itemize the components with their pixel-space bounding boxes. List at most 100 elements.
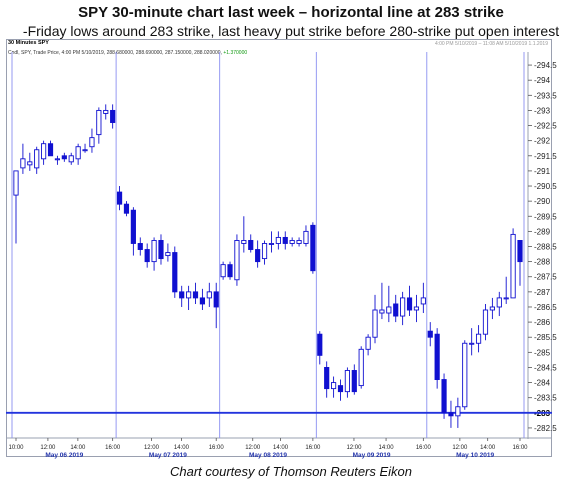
candle-down xyxy=(448,412,454,417)
candle-up xyxy=(489,306,495,311)
chart-subtitle: -Friday lows around 283 strike, last hea… xyxy=(22,23,560,39)
candle-down xyxy=(199,297,206,305)
y-tick-label: -286.5 xyxy=(534,303,557,312)
y-tick-label: -284 xyxy=(534,379,551,388)
y-tick-label: -283.5 xyxy=(534,394,557,403)
candle-up xyxy=(206,291,212,299)
price-legend: Cndl, SPY, Trade Price, 4:00 PM 5/10/201… xyxy=(8,50,247,56)
candle-down xyxy=(393,303,399,317)
candle-up xyxy=(475,333,482,344)
candle-up xyxy=(469,342,475,345)
timestamp-label: 4:00 PM 5/10/2019 – 11:08 AM 5/10/2019 1… xyxy=(434,41,548,47)
candle-down xyxy=(110,109,116,123)
candle-up xyxy=(296,240,302,244)
x-tick-label: 12:00 xyxy=(144,445,160,451)
candle-up xyxy=(89,137,95,148)
candle-down xyxy=(144,249,150,263)
candle-up xyxy=(462,342,468,408)
y-tick-label: -288.5 xyxy=(534,243,557,252)
y-tick-label: -288 xyxy=(534,258,551,267)
candle-down xyxy=(406,297,413,311)
date-label: May 06 2019 xyxy=(45,452,83,459)
y-tick-label: -290 xyxy=(534,197,551,206)
x-tick-label: 16:00 xyxy=(105,445,121,451)
candle-up xyxy=(413,306,420,311)
candle-down xyxy=(116,191,123,205)
candle-down xyxy=(517,240,523,263)
candle-up xyxy=(103,109,109,114)
candle-down xyxy=(351,370,357,393)
candle-up xyxy=(165,252,171,257)
candle-up xyxy=(372,309,378,338)
candle-down xyxy=(61,155,67,160)
candle-down xyxy=(441,379,447,414)
candle-up xyxy=(330,382,337,390)
chart-frame xyxy=(6,39,552,457)
chart-title: SPY 30-minute chart last week – horizont… xyxy=(78,4,504,21)
candle-down xyxy=(227,264,233,278)
candle-up xyxy=(96,109,102,136)
y-tick-label: -282.5 xyxy=(534,424,557,433)
x-tick-label: 14:00 xyxy=(379,445,395,451)
candle-down xyxy=(337,385,344,393)
y-tick-label: -290.5 xyxy=(534,182,557,191)
y-tick-label: -293 xyxy=(534,106,551,115)
candle-down xyxy=(434,333,440,380)
x-tick-label: 14:00 xyxy=(174,445,190,451)
candle-up xyxy=(358,348,364,387)
candle-down xyxy=(427,330,433,338)
candle-up xyxy=(455,406,461,417)
y-tick-label: -293.5 xyxy=(534,91,557,100)
y-tick-label: -292.5 xyxy=(534,122,557,131)
candle-up xyxy=(13,170,19,196)
y-tick-label: -294 xyxy=(534,76,551,85)
y-tick-label: -287 xyxy=(534,288,551,297)
candle-down xyxy=(179,291,185,299)
x-tick-label: 12:00 xyxy=(40,445,56,451)
candle-down xyxy=(324,367,330,390)
candle-up xyxy=(82,149,88,152)
date-label: May 10 2019 xyxy=(456,452,494,459)
price-legend-text: Cndl, SPY, Trade Price, 4:00 PM 5/10/201… xyxy=(8,50,222,56)
candle-down xyxy=(137,243,143,250)
candle-up xyxy=(151,240,157,263)
x-tick-label: 14:00 xyxy=(70,445,86,451)
y-tick-label: -294.5 xyxy=(534,61,557,70)
candle-down xyxy=(310,224,316,272)
x-tick-label: 16:00 xyxy=(209,445,225,451)
date-label: May 09 2019 xyxy=(353,452,391,459)
candle-up xyxy=(220,264,226,278)
candle-down xyxy=(248,240,254,250)
x-tick-label: 16:00 xyxy=(512,445,528,451)
x-tick-label: 14:00 xyxy=(480,445,496,451)
x-tick-label: 10:00 xyxy=(8,445,24,451)
candle-down xyxy=(158,240,164,260)
y-tick-label: -291 xyxy=(534,167,551,176)
y-tick-label: -289 xyxy=(534,227,551,236)
date-label: May 08 2019 xyxy=(249,452,287,459)
candle-up xyxy=(186,291,192,299)
candle-down xyxy=(192,291,199,299)
candle-down xyxy=(130,209,136,244)
interval-label: 30 Minutes SPY xyxy=(8,40,49,46)
candle-down xyxy=(172,252,178,293)
candle-up xyxy=(400,297,406,317)
candle-up xyxy=(510,233,516,299)
chart-caption: Chart courtesy of Thomson Reuters Eikon xyxy=(169,464,413,479)
candle-up xyxy=(268,243,275,245)
candle-up xyxy=(275,236,281,244)
candle-up xyxy=(386,306,392,314)
candle-up xyxy=(234,240,240,281)
y-tick-label: -286 xyxy=(534,318,551,327)
candle-up xyxy=(261,243,268,260)
candlestick-chart[interactable]: -282.5-283-283.5-284-284.5-285-285.5-286… xyxy=(0,0,582,460)
y-tick-label: -287.5 xyxy=(534,273,557,282)
candle-up xyxy=(241,240,247,244)
candle-up xyxy=(68,155,74,163)
candle-down xyxy=(255,249,261,263)
y-tick-label: -285 xyxy=(534,348,551,357)
candle-up xyxy=(379,309,385,314)
x-tick-label: 12:00 xyxy=(452,445,468,451)
x-tick-label: 16:00 xyxy=(416,445,432,451)
candle-up xyxy=(54,158,61,161)
